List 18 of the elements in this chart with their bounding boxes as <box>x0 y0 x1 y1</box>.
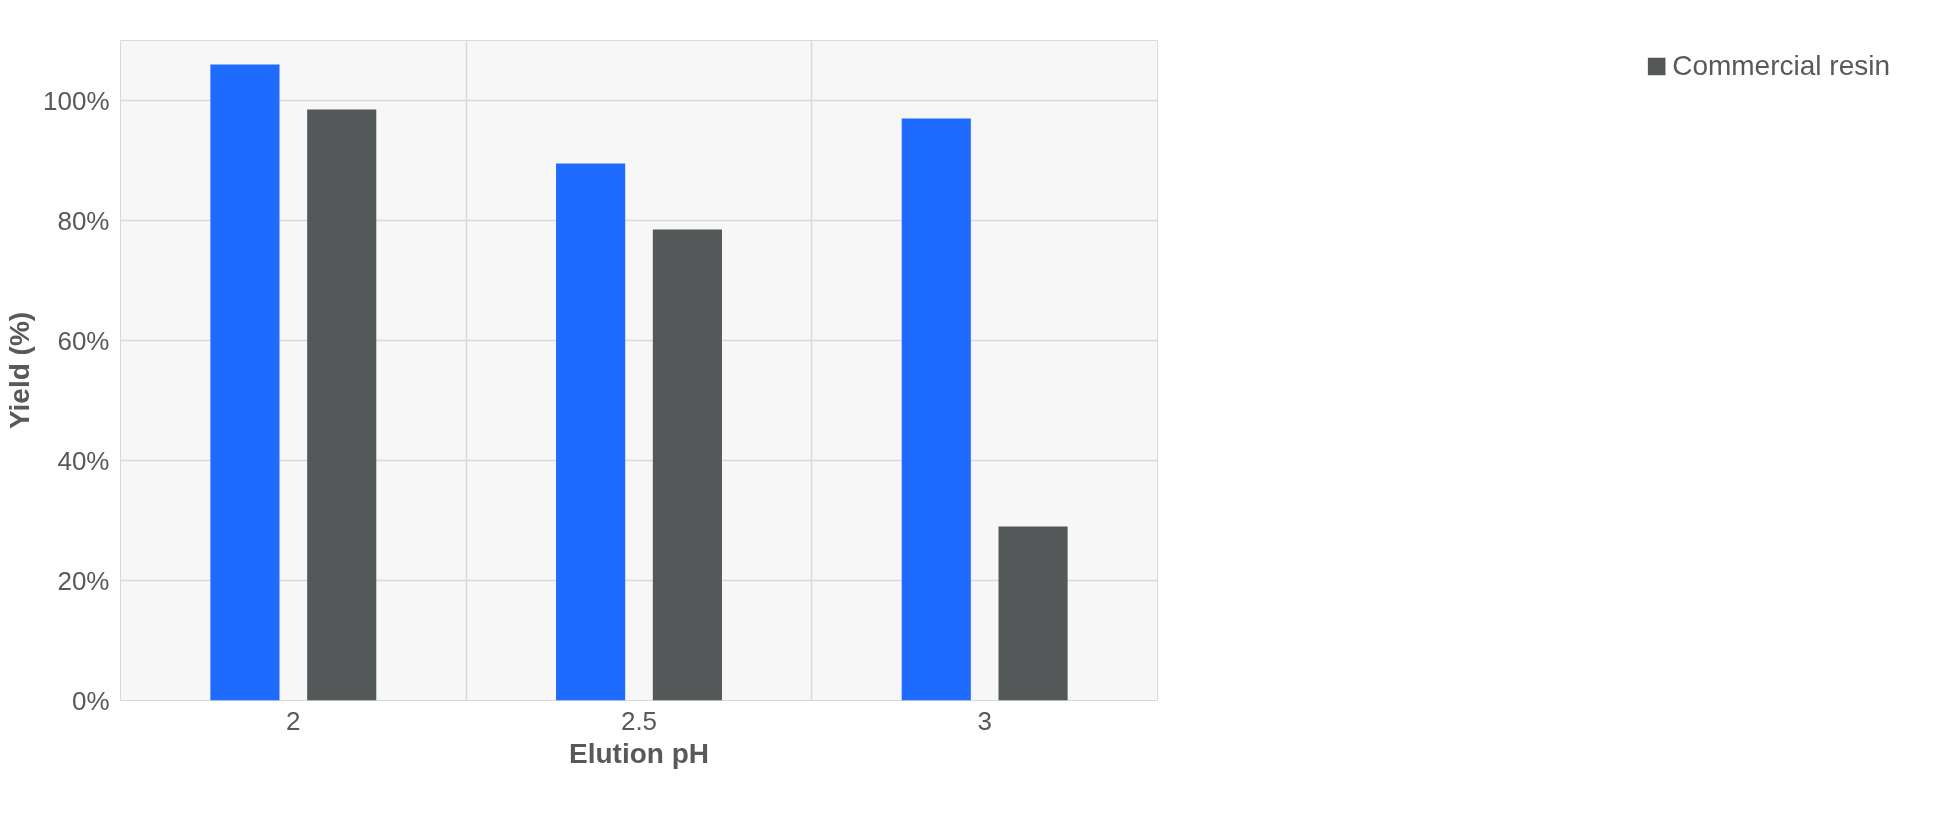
x-tick-label: 3 <box>977 705 992 736</box>
bar <box>652 229 722 701</box>
bar <box>998 526 1068 701</box>
x-axis-title: Elution pH <box>569 737 709 769</box>
bar <box>556 163 626 701</box>
bar <box>210 64 280 701</box>
y-tick-label: 60% <box>57 325 110 356</box>
y-tick-label: 20% <box>57 565 110 596</box>
bar <box>307 109 377 701</box>
y-tick-label: 100% <box>43 85 110 116</box>
y-axis-title: Yield (%) <box>4 311 35 430</box>
legend-label: Commercial resin <box>1672 50 1890 82</box>
y-tick-label: 80% <box>57 205 110 236</box>
x-tick-label: 2.5 <box>620 705 658 736</box>
y-tick-label: 0% <box>71 685 110 716</box>
bar <box>901 118 971 701</box>
x-tick-label: 2 <box>286 705 301 736</box>
y-tick-label: 40% <box>57 445 110 476</box>
